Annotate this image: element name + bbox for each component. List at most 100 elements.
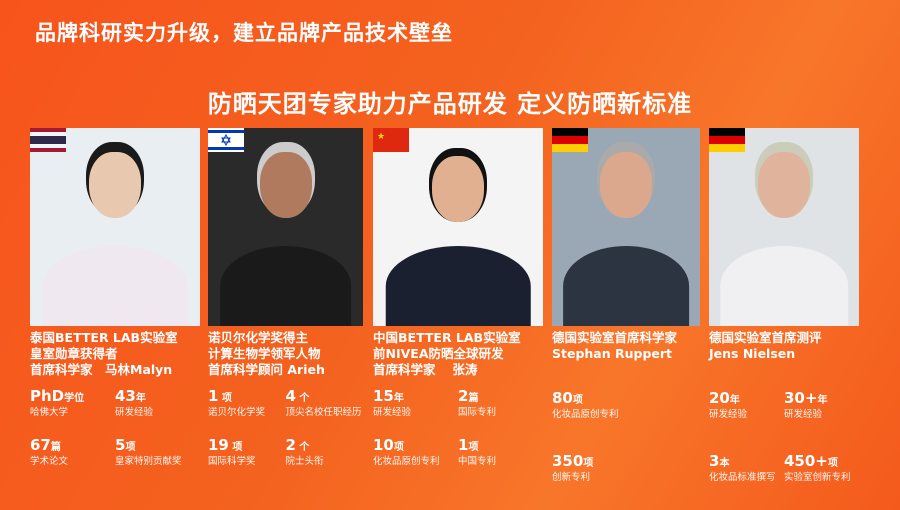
stat-unit: 本 xyxy=(719,458,730,469)
expert-card: 德国实验室首席科学家 Stephan Ruppert 80项 化妆品原创专利 350项… xyxy=(552,128,700,484)
expert-info-line: 计算生物学领军人物 xyxy=(208,346,321,361)
page-subtitle: 防晒天团专家助力产品研发 定义防晒新标准 xyxy=(207,90,693,118)
expert-info-line: 泰国BETTER LAB实验室 xyxy=(30,330,178,345)
stat-number: 5 xyxy=(115,436,126,454)
israel-flag-icon xyxy=(208,128,244,152)
stat-label: 研发经验 xyxy=(373,407,412,418)
expert-card: ★ 中国BETTER LAB实验室 前NIVEA防晒全球研发 首席科学家 张涛 15… xyxy=(373,128,543,468)
stat-item: 20年 研发经验 xyxy=(709,388,784,421)
expert-stats: 15年 研发经验 2篇 国际专利 10项 化妆品原创专利 1项 中国专利 xyxy=(373,386,543,468)
expert-card: 诺贝尔化学奖得主 计算生物学领军人物 首席科学顾问 Arieh 1 项诺贝尔化学奖 4… xyxy=(208,128,363,468)
stat-item: 67篇 学术论文 xyxy=(30,435,115,468)
stat-unit: 项 xyxy=(218,393,232,404)
stat-label: 顶尖名校任职经历 xyxy=(285,407,362,418)
stat-label: 中国专利 xyxy=(458,456,497,467)
stat-label: 创新专利 xyxy=(552,472,591,483)
expert-stats: 20年 研发经验 30+年 研发经验 3本 化妆品标准撰写 450+项 实验室创新专利 xyxy=(709,388,859,484)
expert-info-line: 首席科学家 张涛 xyxy=(373,362,478,377)
stat-number: 43 xyxy=(115,387,136,405)
stat-label: 化妆品标准撰写 xyxy=(709,472,776,483)
expert-info-line: 德国实验室首席科学家 xyxy=(552,330,678,345)
stat-item xyxy=(626,388,700,421)
expert-card: 泰国BETTER LAB实验室 皇室勋章获得者 首席科学家 马林Malyn PhD学… xyxy=(30,128,200,468)
stat-label: 化妆品原创专利 xyxy=(552,409,619,420)
svg-text:★: ★ xyxy=(377,132,385,142)
expert-info: 中国BETTER LAB实验室 前NIVEA防晒全球研发 首席科学家 张涛 xyxy=(373,330,543,378)
expert-info-line: 首席科学家 马林Malyn xyxy=(30,362,173,377)
stat-item: 10项化妆品原创专利 xyxy=(373,435,458,468)
stat-item: 2 个院士头衔 xyxy=(286,435,364,468)
stat-label: 诺贝尔化学奖 xyxy=(208,407,266,418)
expert-info-line: 德国实验室首席测评 xyxy=(709,330,822,345)
stat-unit: 项 xyxy=(393,442,404,453)
stat-unit: 项 xyxy=(228,442,243,453)
stat-number: 2 xyxy=(458,387,469,405)
germany-flag-icon xyxy=(552,128,588,152)
stat-item: 1 项诺贝尔化学奖 xyxy=(208,386,286,419)
expert-photo xyxy=(30,128,200,326)
expert-info-line: 皇室勋章获得者 xyxy=(30,346,118,361)
stat-unit: 学位 xyxy=(64,393,85,404)
expert-info-line: 中国BETTER LAB实验室 xyxy=(373,330,521,345)
stat-label: 研发经验 xyxy=(115,407,154,418)
stat-number: 10 xyxy=(373,436,394,454)
stat-label: 皇家特别贡献奖 xyxy=(115,456,182,467)
stat-item: 4 个顶尖名校任职经历 xyxy=(286,386,364,419)
stat-number: 4 xyxy=(285,387,296,405)
stat-unit: 年 xyxy=(729,395,740,406)
stat-number: 1 xyxy=(208,387,219,405)
expert-photo xyxy=(552,128,700,326)
stat-unit: 个 xyxy=(295,393,310,404)
stat-item: 1项 中国专利 xyxy=(458,435,543,468)
stat-item: 30+年 研发经验 xyxy=(784,388,859,421)
expert-info-line: 首席科学顾问 Arieh xyxy=(208,362,325,377)
germany-flag-icon xyxy=(709,128,745,152)
stat-label: 实验室创新专利 xyxy=(784,472,851,483)
page-title: 品牌科研实力升级，建立品牌产品技术壁垒 xyxy=(35,21,453,45)
stat-number: 2 xyxy=(285,436,296,454)
stat-unit: 项 xyxy=(583,458,594,469)
stat-item: 2篇 国际专利 xyxy=(458,386,543,419)
expert-stats: 1 项诺贝尔化学奖 4 个顶尖名校任职经历 19 项国际科学奖 2 个院士头衔 xyxy=(208,386,363,468)
stat-label: 哈佛大学 xyxy=(30,407,69,418)
stat-label: 国际科学奖 xyxy=(208,456,256,467)
stat-unit: 项 xyxy=(572,395,583,406)
stat-item: 15年 研发经验 xyxy=(373,386,458,419)
stat-number: 1 xyxy=(458,436,469,454)
stat-item: PhD学位 哈佛大学 xyxy=(30,386,115,419)
stat-number: 19 xyxy=(208,436,229,454)
stat-item: 450+项 实验室创新专利 xyxy=(784,451,859,484)
stat-number: 15 xyxy=(373,387,394,405)
expert-info-line: Stephan Ruppert xyxy=(552,346,673,361)
stat-number: 30+ xyxy=(784,389,818,407)
thailand-flag-icon xyxy=(30,128,66,152)
stat-label: 院士头衔 xyxy=(285,456,324,467)
stat-item: 5项皇家特别贡献奖 xyxy=(115,435,200,468)
stat-item xyxy=(626,451,700,484)
stat-item: 80项化妆品原创专利 xyxy=(552,388,626,421)
expert-info-line: Jens Nielsen xyxy=(709,346,796,361)
expert-info: 德国实验室首席科学家 Stephan Ruppert xyxy=(552,330,700,362)
stat-label: 研发经验 xyxy=(784,409,823,420)
stat-item: 19 项国际科学奖 xyxy=(208,435,286,468)
stat-number: 80 xyxy=(552,389,573,407)
stat-unit: 年 xyxy=(135,393,146,404)
expert-stats: 80项 化妆品原创专利 350项 创新专利 xyxy=(552,388,700,484)
stat-number: 20 xyxy=(709,389,730,407)
stat-item: 3本化妆品标准撰写 xyxy=(709,451,784,484)
stat-item: 43年研发经验 xyxy=(115,386,200,419)
expert-card: 德国实验室首席测评 Jens Nielsen 20年 研发经验 30+年 研发经验 3本化… xyxy=(709,128,859,484)
expert-info: 泰国BETTER LAB实验室 皇室勋章获得者 首席科学家 马林Malyn xyxy=(30,330,200,378)
expert-photo xyxy=(208,128,363,326)
expert-photo xyxy=(709,128,859,326)
expert-info: 德国实验室首席测评 Jens Nielsen xyxy=(709,330,859,362)
expert-info-line: 诺贝尔化学奖得主 xyxy=(208,330,309,345)
expert-photo: ★ xyxy=(373,128,543,326)
expert-stats: PhD学位 哈佛大学 43年 研发经验 67篇 学术论文 5项 皇家特别贡献奖 xyxy=(30,386,200,468)
stat-number: 3 xyxy=(709,452,720,470)
stat-unit: 个 xyxy=(295,442,310,453)
stat-unit: 项 xyxy=(827,458,838,469)
stat-label: 化妆品原创专利 xyxy=(373,456,440,467)
stat-unit: 项 xyxy=(125,442,136,453)
stat-label: 学术论文 xyxy=(30,456,69,467)
